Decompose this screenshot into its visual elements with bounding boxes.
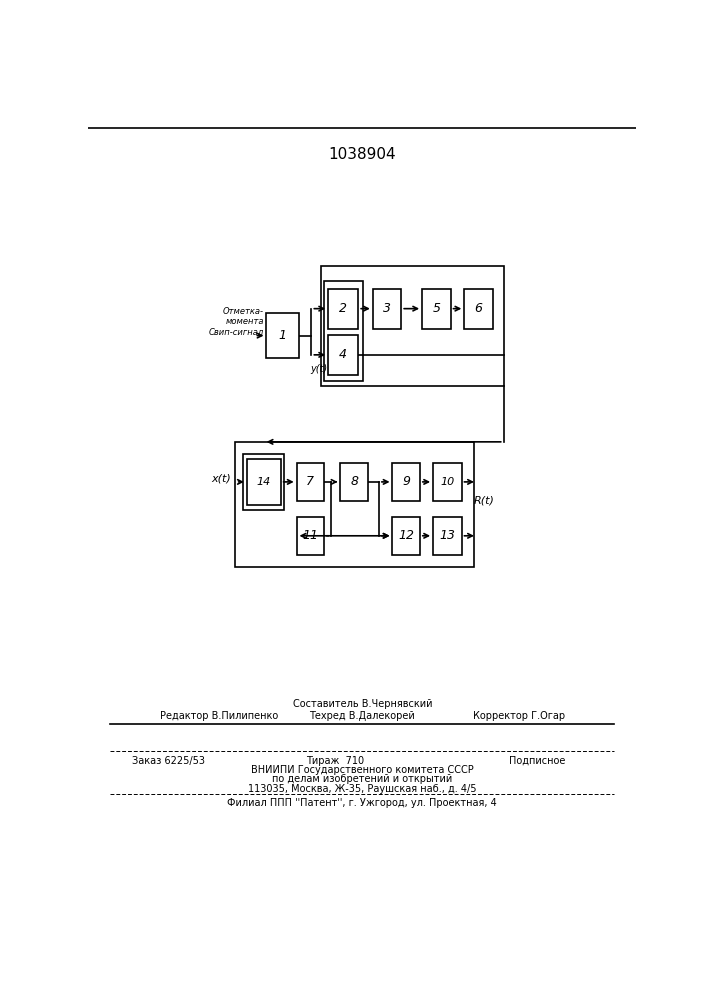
Text: 6: 6 xyxy=(474,302,482,315)
Text: 5: 5 xyxy=(432,302,440,315)
Text: 14: 14 xyxy=(257,477,271,487)
Text: 12: 12 xyxy=(398,529,414,542)
Bar xyxy=(373,289,402,329)
Text: 11: 11 xyxy=(303,529,318,542)
Text: по делам изобретений и открытий: по делам изобретений и открытий xyxy=(272,774,452,784)
Text: 8: 8 xyxy=(350,475,358,488)
Text: Заказ 6225/53: Заказ 6225/53 xyxy=(132,756,205,766)
Bar xyxy=(297,463,324,501)
Text: 13: 13 xyxy=(439,529,455,542)
Text: 1038904: 1038904 xyxy=(329,147,396,162)
Text: x(t): x(t) xyxy=(211,473,231,483)
Text: 7: 7 xyxy=(306,475,315,488)
Bar xyxy=(433,517,462,555)
Bar xyxy=(328,335,358,375)
Text: R(t): R(t) xyxy=(474,496,494,506)
Bar xyxy=(235,442,474,567)
Text: Тираж  710: Тираж 710 xyxy=(306,756,364,766)
Bar xyxy=(247,459,281,505)
Text: 113035, Москва, Ж-35, Раушская наб., д. 4/5: 113035, Москва, Ж-35, Раушская наб., д. … xyxy=(248,784,477,794)
Text: ВНИИПИ Государственного комитета СССР: ВНИИПИ Государственного комитета СССР xyxy=(251,765,474,775)
Text: 10: 10 xyxy=(440,477,455,487)
Bar xyxy=(324,281,363,381)
Bar xyxy=(341,463,368,501)
Text: 1: 1 xyxy=(279,329,287,342)
Text: Составитель В.Чернявский: Составитель В.Чернявский xyxy=(293,699,432,709)
Bar xyxy=(328,289,358,329)
Bar xyxy=(297,517,324,555)
Text: 3: 3 xyxy=(383,302,391,315)
Text: Подписное: Подписное xyxy=(509,756,565,766)
Bar xyxy=(422,289,450,329)
Text: 4: 4 xyxy=(339,348,347,361)
Text: Отметка-
момента
Свип-сигнал: Отметка- момента Свип-сигнал xyxy=(209,307,264,337)
Bar xyxy=(392,463,420,501)
Text: Филиал ППП ''Патент'', г. Ужгород, ул. Проектная, 4: Филиал ППП ''Патент'', г. Ужгород, ул. П… xyxy=(228,798,497,808)
Bar xyxy=(321,266,503,386)
Bar xyxy=(243,454,284,510)
Bar xyxy=(464,289,493,329)
Text: 2: 2 xyxy=(339,302,347,315)
Text: 9: 9 xyxy=(402,475,410,488)
Bar xyxy=(267,313,299,358)
Bar xyxy=(433,463,462,501)
Text: Корректор Г.Огар: Корректор Г.Огар xyxy=(473,711,565,721)
Bar xyxy=(392,517,420,555)
Text: Техред В.Далекорей: Техред В.Далекорей xyxy=(310,711,415,721)
Text: Редактор В.Пилипенко: Редактор В.Пилипенко xyxy=(160,711,278,721)
Text: y(t): y(t) xyxy=(310,364,327,374)
